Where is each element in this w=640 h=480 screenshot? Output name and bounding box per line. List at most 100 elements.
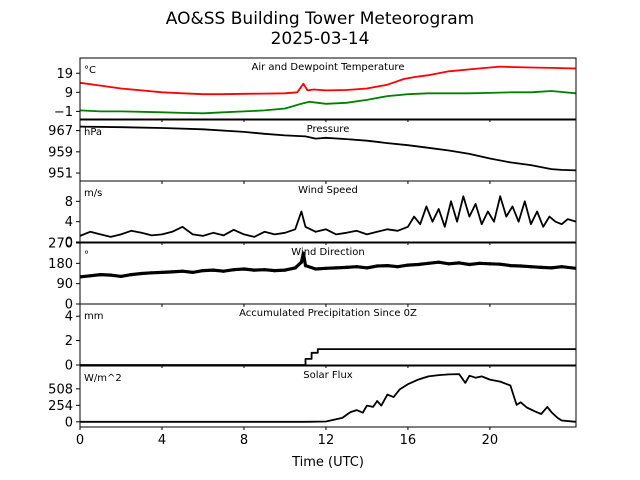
y-tick-label: 959	[48, 145, 73, 160]
series-line-0-0	[80, 65, 576, 96]
y-tick-label: 4	[65, 215, 73, 230]
data-point	[262, 268, 267, 272]
data-point	[324, 266, 328, 270]
data-point	[201, 269, 205, 273]
data-point	[129, 273, 133, 277]
data-point	[519, 264, 523, 268]
panel-unit: W/m^2	[84, 373, 122, 384]
data-point	[406, 263, 410, 267]
panel-title: Wind Direction	[291, 247, 365, 258]
x-tick-label: 16	[400, 433, 417, 448]
data-point	[426, 261, 430, 265]
panel-2: 0 4 8 m/s Wind Speed	[65, 180, 577, 251]
x-tick-label: 20	[482, 433, 499, 448]
y-tick-label: 4	[65, 310, 73, 325]
panel-1: 951 959 967 hPa Pressure	[48, 119, 577, 184]
y-tick-label: 90	[56, 277, 73, 292]
data-point	[299, 260, 303, 264]
figure-subtitle: 2025-03-14	[271, 29, 370, 49]
data-point	[252, 268, 256, 272]
data-point	[301, 251, 305, 255]
x-tick-label: 8	[240, 433, 248, 448]
y-tick-label: 2	[65, 334, 73, 349]
data-point	[457, 261, 461, 265]
panel-unit: m/s	[84, 188, 102, 199]
y-tick-label: 508	[48, 382, 73, 397]
data-point	[273, 269, 277, 273]
panel-title: Accumulated Precipitation Since 0Z	[239, 308, 417, 319]
data-point	[242, 267, 246, 271]
y-tick-label: 9	[65, 86, 73, 101]
y-tick-label: 0	[65, 236, 73, 251]
data-point	[191, 270, 195, 274]
x-tick-label: 12	[318, 433, 335, 448]
data-point	[221, 269, 226, 273]
data-point	[437, 260, 441, 264]
data-point	[488, 262, 492, 266]
x-tick-label: 0	[76, 433, 84, 448]
data-point	[447, 262, 451, 266]
data-point	[385, 264, 389, 268]
y-tick-label: 254	[48, 399, 73, 414]
y-tick-label: 8	[65, 195, 73, 210]
y-tick-label: 0	[65, 415, 73, 430]
shared-x-axis: 0 4 8 12 16 20	[76, 433, 498, 448]
data-point	[549, 266, 554, 270]
data-point	[170, 270, 174, 274]
panel-unit: hPa	[84, 127, 102, 138]
data-point	[508, 264, 512, 268]
data-point	[88, 274, 92, 278]
x-tick-label: 4	[158, 433, 166, 448]
data-point	[119, 274, 123, 278]
data-point	[416, 262, 420, 267]
data-point	[334, 266, 338, 270]
data-point	[180, 269, 185, 273]
series-line-1-0	[80, 125, 576, 172]
panel-unit: °	[84, 250, 89, 261]
y-tick-label: 967	[48, 124, 73, 139]
panel-unit: °C	[84, 65, 96, 76]
data-point	[355, 265, 359, 269]
panel-3: 0 90 180 270 ° Wind Direction	[48, 237, 577, 313]
data-point	[539, 265, 543, 269]
data-point	[529, 265, 533, 269]
data-point	[396, 265, 400, 269]
data-point	[283, 268, 287, 272]
panel-frame	[79, 180, 577, 243]
data-point	[109, 273, 113, 277]
y-tick-label: 0	[65, 359, 73, 374]
data-point	[467, 262, 471, 267]
series-line-0-1	[80, 90, 576, 115]
panel-title: Air and Dewpoint Temperature	[252, 62, 405, 73]
x-axis-label: Time (UTC)	[291, 455, 364, 470]
panel-title: Pressure	[307, 124, 350, 135]
figure-title: AO&SS Building Tower Meteorogram	[166, 9, 474, 29]
data-point	[314, 267, 318, 271]
panel-unit: mm	[84, 311, 103, 322]
data-point	[375, 264, 379, 268]
data-point	[365, 266, 369, 270]
panel-4: 0 2 4 mm Accumulated Precipitation Since 0Z	[65, 303, 577, 374]
data-point	[303, 264, 308, 268]
panel-0: −1 9 19 °C Air and Dewpoint Temperature	[54, 57, 577, 122]
series-line-2-0	[80, 195, 576, 238]
series-line-5-0	[80, 373, 576, 423]
data-point	[139, 271, 144, 276]
data-point	[211, 268, 215, 272]
data-point	[498, 262, 502, 266]
y-tick-label: 270	[48, 237, 73, 252]
data-point	[560, 265, 564, 269]
panel-frame	[79, 303, 577, 366]
panel-frame	[79, 57, 577, 120]
panel-title: Solar Flux	[303, 370, 353, 381]
data-point	[344, 265, 348, 269]
y-tick-label: 180	[48, 257, 73, 272]
y-tick-label: −1	[54, 105, 73, 120]
data-point	[98, 273, 103, 277]
y-tick-label: 19	[56, 67, 73, 82]
panel-title: Wind Speed	[298, 185, 358, 196]
data-point	[478, 261, 482, 265]
y-tick-label: 951	[48, 167, 73, 182]
